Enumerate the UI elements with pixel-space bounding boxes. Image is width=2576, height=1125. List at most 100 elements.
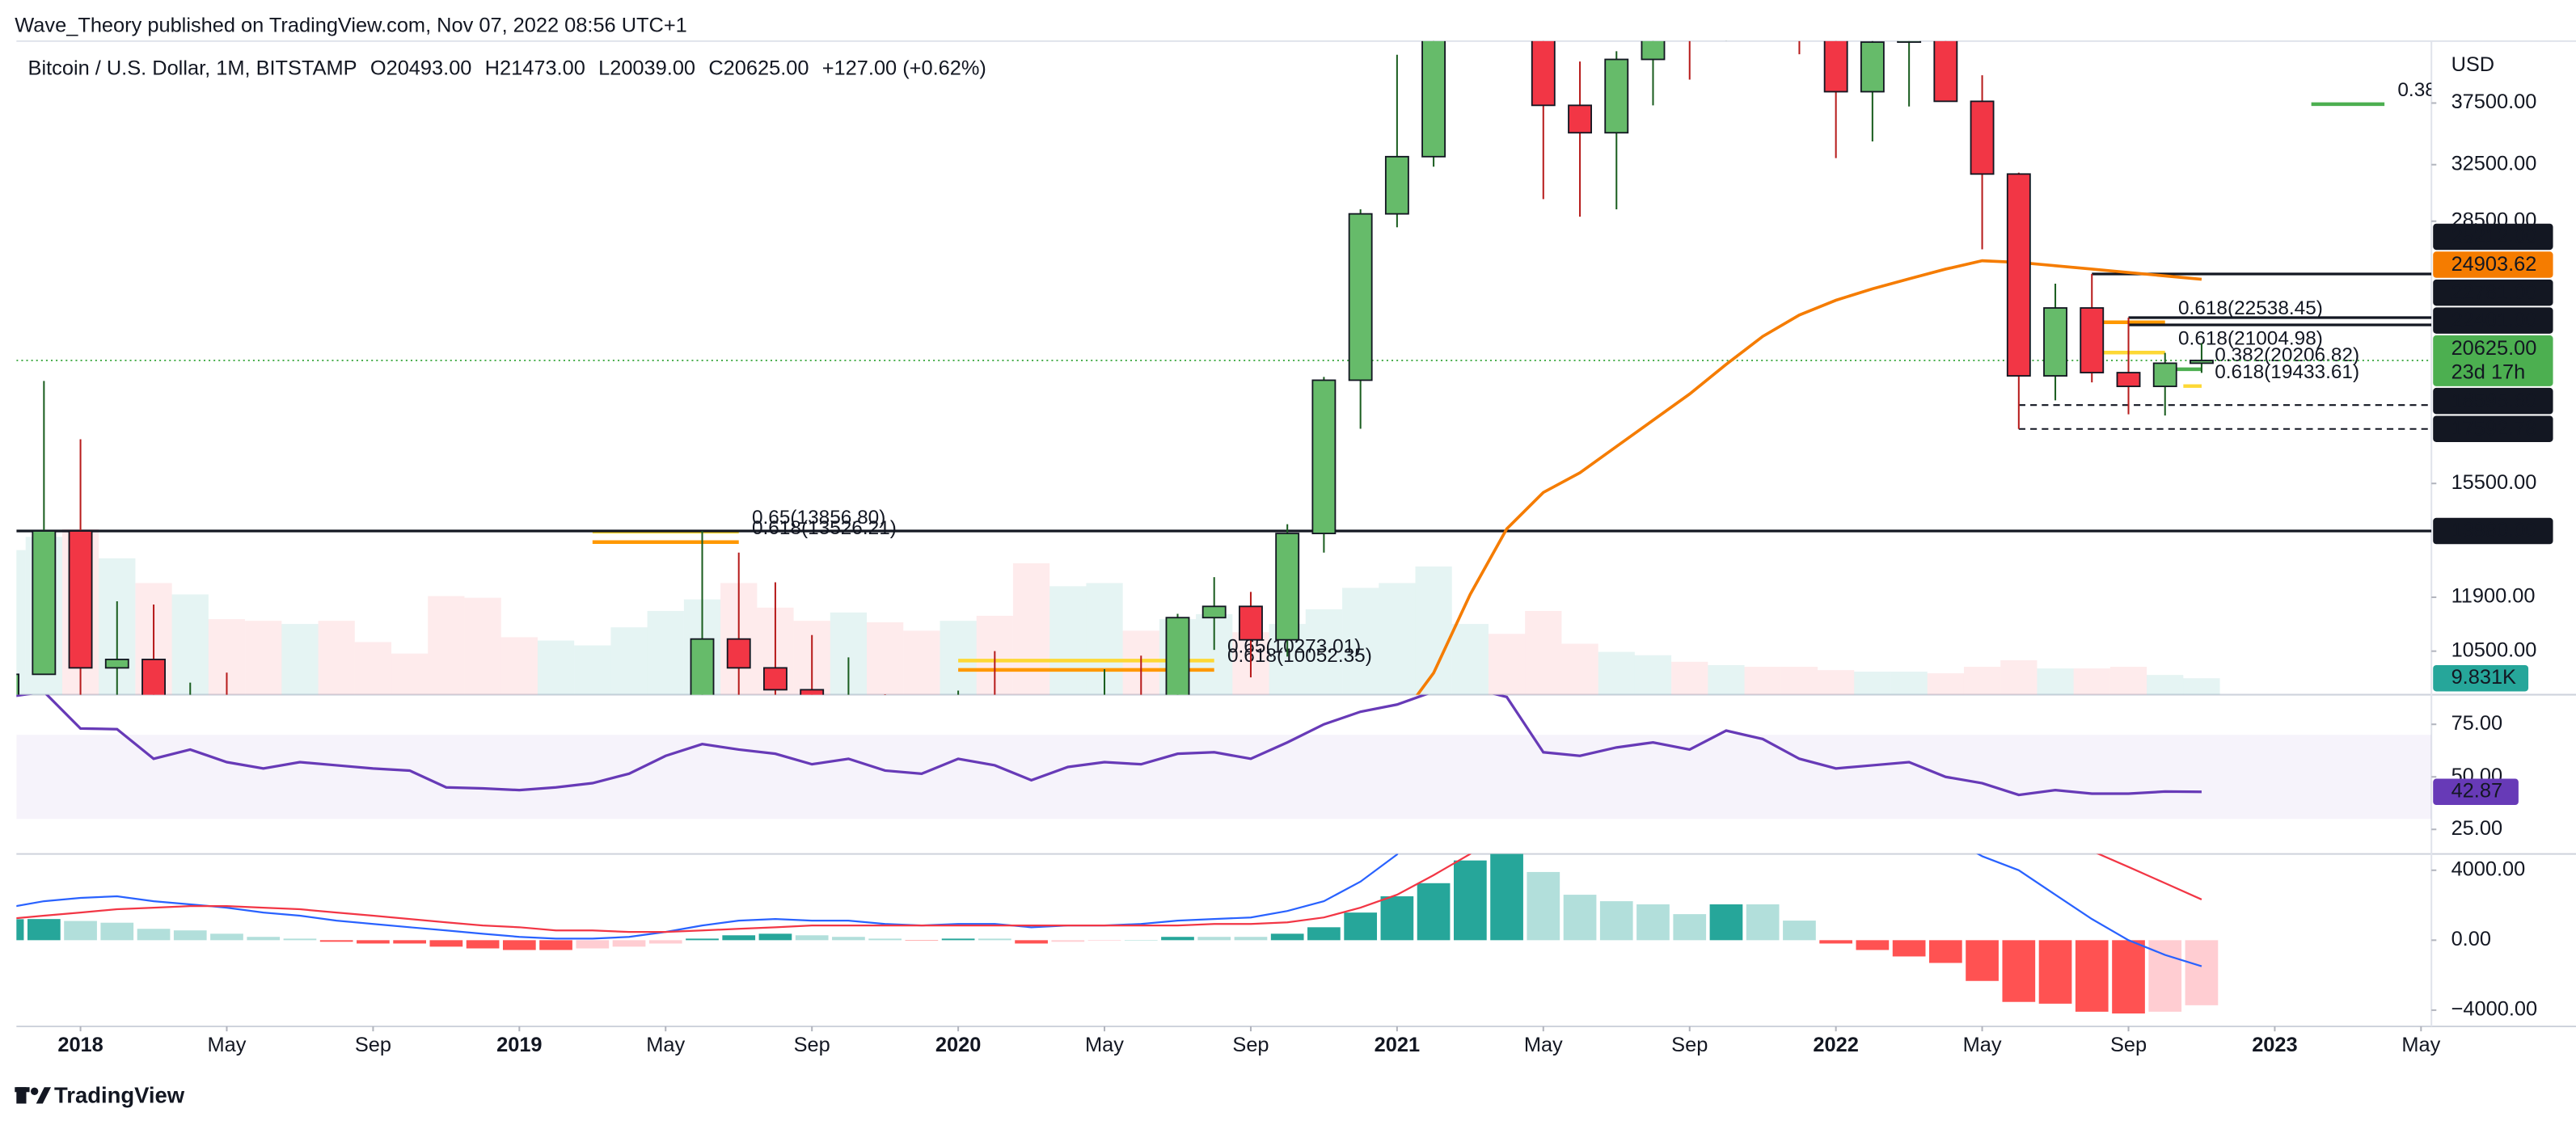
macd-hist (1709, 904, 1743, 941)
macd-pane (16, 853, 2219, 1013)
volume-tag (2433, 664, 2529, 692)
candle-body (1823, 40, 1848, 93)
macd-hist (1307, 927, 1341, 941)
candle-body (1421, 40, 1446, 158)
fib-label: 0.618(22538.45) (2178, 297, 2323, 319)
x-tick-label: 2023 (2252, 1034, 2297, 1056)
macd-hist (1599, 901, 1633, 941)
macd-hist (612, 940, 646, 947)
candle-body (104, 659, 129, 669)
macd-hist (502, 940, 536, 950)
y-tick-label: 15500.00 (2451, 471, 2537, 494)
volume-bar (1305, 609, 1343, 695)
candle-body (68, 530, 93, 669)
candle-body (1348, 213, 1373, 381)
volume-bar (281, 624, 319, 695)
macd-hist (247, 937, 281, 941)
macd-tick-label: −4000.00 (2451, 998, 2538, 1021)
volume-bar (1598, 651, 1635, 695)
x-tick-label: Sep (1232, 1034, 1269, 1056)
macd-hist (1746, 904, 1780, 941)
macd-hist (941, 938, 975, 941)
volume-bar (318, 621, 355, 695)
volume-bar (2183, 678, 2220, 695)
candle-body (800, 689, 825, 695)
price-tag-label: 13880.00 (2451, 520, 2537, 542)
volume-tag-label: 9.831K (2451, 666, 2516, 689)
rsi-tick-label: 75.00 (2451, 712, 2503, 735)
logo-part (36, 1087, 51, 1104)
rsi-tag (2433, 778, 2519, 806)
macd-hist (832, 937, 865, 941)
fib-label: 0.618(19433.61) (2215, 361, 2359, 383)
rsi-pane (16, 694, 2432, 820)
candle-body (141, 659, 166, 695)
y-tick-label: 32500.00 (2451, 152, 2537, 175)
macd-hist (210, 933, 243, 941)
candle-body (2190, 360, 2214, 364)
macd-hist (2002, 940, 2036, 1002)
y-tick-label: 37500.00 (2451, 91, 2537, 113)
macd-tick-label: 4000.00 (2451, 857, 2526, 880)
macd-hist (1673, 914, 1707, 941)
macd-hist (137, 929, 171, 941)
macd-hist (2075, 940, 2109, 1012)
volume-bar (903, 630, 940, 695)
macd-hist (1563, 895, 1597, 941)
macd-hist (1161, 937, 1194, 941)
candle-body (1604, 58, 1629, 134)
rsi-band (16, 735, 2432, 820)
legend: Bitcoin / U.S. Dollar, 1M, BITSTAMP O2049… (28, 57, 986, 79)
price-tag-label: 18595.60 (2451, 390, 2537, 412)
macd-hist (283, 938, 317, 941)
macd-hist (686, 938, 719, 941)
volume-bar (245, 621, 282, 695)
price-tag (2433, 387, 2553, 415)
price-tag-label: 25212.00 (2451, 225, 2537, 248)
macd-hist (978, 938, 1011, 941)
macd-hist (1856, 940, 1890, 950)
volume-bar (1634, 655, 1672, 695)
volume-bar (1012, 563, 1050, 695)
ohlc-close: C20625.00 (708, 57, 809, 79)
fib-label: 0.38 (2397, 79, 2435, 101)
price-tag-label: 20625.00 (2451, 337, 2537, 360)
macd-hist (722, 935, 756, 941)
change: +127.00 (+0.62%) (822, 57, 986, 79)
price-tag (2433, 307, 2553, 334)
macd-hist (1892, 940, 1926, 957)
macd-hist (173, 930, 207, 941)
macd-hist (1344, 912, 1378, 941)
price-tag (2433, 223, 2553, 251)
macd-hist (27, 919, 61, 941)
currency: USD (2451, 53, 2495, 76)
macd-hist (1015, 940, 1048, 944)
price-tag (2433, 415, 2553, 442)
volume-bar (1927, 673, 1964, 695)
macd-hist (466, 940, 500, 949)
axes: 2018 May Sep 2019 May Sep 2020 May Sep 2021 May Sep… (57, 91, 2553, 1056)
volume-bar (2000, 659, 2038, 695)
y-tick-label: 11900.00 (2451, 585, 2536, 608)
fib-label: 0.618(13526.21) (752, 517, 897, 539)
candle-body (1165, 617, 1190, 695)
macd-hist (2148, 940, 2182, 1012)
macd-hist (1819, 940, 1853, 944)
macd-hist (2038, 940, 2072, 1004)
volume-bar (1854, 672, 1891, 695)
volume-bar (16, 550, 26, 695)
volume-bar (464, 597, 501, 695)
x-tick-label: May (2401, 1034, 2440, 1056)
x-tick-label: May (646, 1034, 685, 1056)
x-tick-label: 2021 (1375, 1034, 1420, 1056)
candle-body (1311, 379, 1337, 534)
fib-label: 0.382(20206.82) (2215, 344, 2359, 366)
price-pane: 0.65(13856.80)0.618(13526.21)0.65(10273.… (16, 40, 2435, 695)
fib-label: 0.618(10052.35) (1227, 645, 1372, 667)
logo-part (30, 1087, 39, 1095)
x-tick-label: Sep (794, 1034, 830, 1056)
signal-line (16, 853, 2202, 933)
candle-body (32, 530, 57, 676)
price-tag (2433, 335, 2553, 386)
candle-body (1933, 40, 1958, 103)
